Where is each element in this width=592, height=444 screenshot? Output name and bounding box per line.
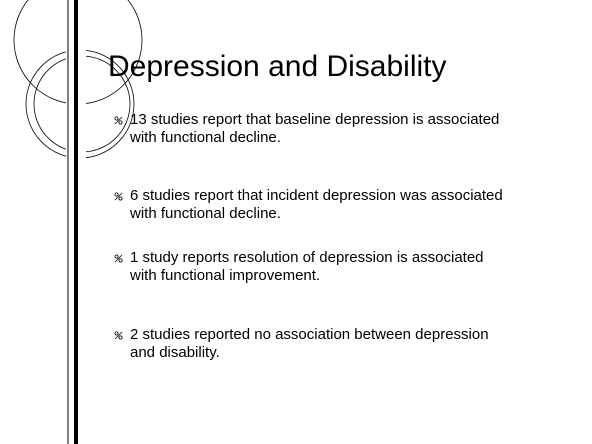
bullet-marker (114, 192, 123, 201)
bullet-text: 13 studies report that baseline depressi… (130, 111, 500, 146)
bullet-text: 1 study reports resolution of depression… (130, 249, 484, 284)
bullet-marker (114, 254, 123, 263)
bullet-marker (114, 331, 123, 340)
bullet-item: 13 studies report that baseline depressi… (114, 111, 510, 147)
bullet-item: 6 studies report that incident depressio… (114, 187, 510, 223)
bullet-text: 6 studies report that incident depressio… (130, 187, 503, 222)
bullet-item: 1 study reports resolution of depression… (114, 249, 510, 285)
bullet-item: 2 studies reported no association betwee… (114, 326, 510, 362)
bullet-text: 2 studies reported no association betwee… (130, 326, 489, 361)
bullet-marker (114, 116, 123, 125)
slide-title: Depression and Disability (108, 50, 447, 83)
